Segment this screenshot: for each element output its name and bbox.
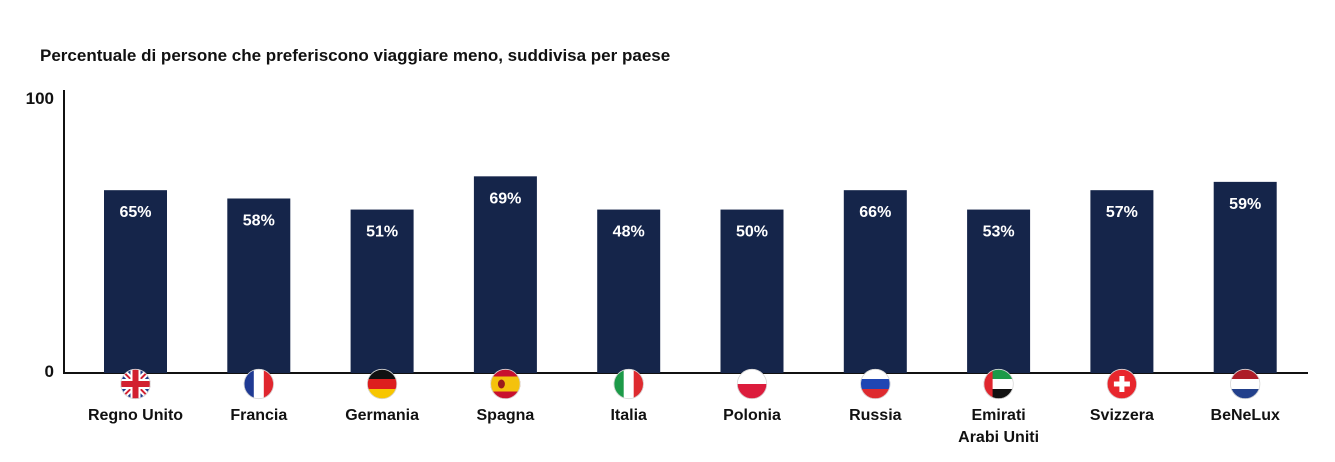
russia-flag-icon: [860, 368, 891, 400]
data-label-4: 48%: [613, 224, 645, 241]
italy-flag-icon: [613, 368, 644, 400]
category-label-3: Spagna: [477, 407, 535, 424]
category-label-9: BeNeLux: [1211, 407, 1280, 424]
bar-8: [1090, 190, 1154, 373]
category-label-2: Germania: [345, 407, 419, 424]
poland-flag-icon: [736, 368, 768, 400]
data-label-8: 57%: [1106, 204, 1138, 221]
data-label-2: 51%: [366, 224, 398, 241]
germany-flag-icon: [366, 368, 398, 400]
category-label-4: Italia: [610, 407, 647, 424]
data-label-0: 65%: [119, 204, 151, 221]
category-label-8: Svizzera: [1090, 407, 1154, 424]
bar-9: [1213, 181, 1277, 373]
uae-flag-icon: [983, 368, 1014, 400]
switzerland-flag-icon: [1106, 368, 1138, 400]
uk-flag-icon: [120, 368, 151, 400]
bar-3: [473, 176, 537, 373]
category-label-1: Francia: [230, 407, 287, 424]
bar-2: [350, 209, 414, 373]
bar-1: [227, 198, 291, 373]
data-label-3: 69%: [489, 190, 521, 207]
y-tick-min: 0: [45, 362, 54, 381]
category-label-6: Russia: [849, 407, 902, 424]
data-label-1: 58%: [243, 212, 275, 229]
france-flag-icon: [243, 368, 274, 400]
bar-5: [720, 209, 784, 373]
data-label-9: 59%: [1229, 196, 1261, 213]
category-label-7-line-1: Arabi Uniti: [958, 429, 1039, 446]
category-label-0: Regno Unito: [88, 407, 183, 424]
spain-flag-icon: [490, 368, 521, 400]
chart-title: Percentuale di persone che preferiscono …: [40, 46, 670, 65]
category-label-7-line-0: Emirati: [971, 407, 1025, 424]
bar-6: [843, 190, 907, 373]
y-tick-max: 100: [26, 89, 54, 108]
bar-4: [597, 209, 661, 373]
bar-0: [104, 190, 167, 373]
category-label-5: Polonia: [723, 407, 781, 424]
data-label-7: 53%: [983, 224, 1015, 241]
netherlands-flag-icon: [1230, 368, 1261, 400]
data-label-6: 66%: [859, 204, 891, 221]
data-label-5: 50%: [736, 224, 768, 241]
bar-7: [967, 209, 1031, 373]
